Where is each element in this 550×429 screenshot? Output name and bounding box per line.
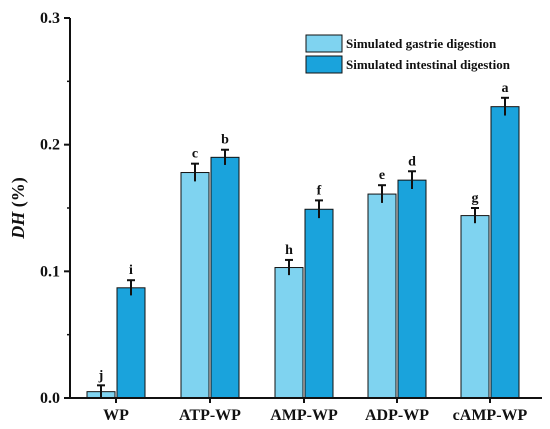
bar-intestinal-amp-wp (304, 208, 334, 399)
y-tick-label: 0.2 (40, 137, 60, 154)
significance-label: c (192, 147, 198, 162)
x-category-label: ATP-WP (179, 407, 241, 424)
x-category-label: AMP-WP (270, 407, 338, 424)
bar-intestinal-adp-wp (397, 179, 427, 399)
y-axis-title: DH (%) (8, 177, 29, 240)
significance-label: f (317, 183, 322, 198)
legend-label-intestinal: Simulated intestinal digestion (346, 57, 511, 72)
significance-label: a (502, 81, 509, 96)
legend-swatch-intestinal (305, 55, 343, 74)
y-axis-title-italic: DH (8, 211, 28, 240)
legend: Simulated gastrie digestion Simulated in… (305, 34, 511, 74)
x-category-label: cAMP-WP (453, 407, 528, 424)
significance-label: h (285, 243, 293, 258)
y-tick-label: 0.1 (40, 263, 60, 280)
significance-label: b (221, 133, 229, 148)
legend-swatch-gastric (305, 34, 343, 53)
x-category-label: WP (103, 407, 129, 424)
bar-intestinal-camp-wp (490, 106, 520, 399)
bar-gastric-atp-wp (180, 172, 210, 399)
bar-intestinal-wp (116, 287, 146, 399)
bar-gastric-adp-wp (367, 193, 397, 399)
significance-label: i (129, 263, 133, 278)
y-tick-label: 0.3 (40, 10, 60, 27)
significance-labels-layer: j c h e g i b f d a (98, 81, 509, 384)
y-ticks-layer: 0.0 0.1 0.2 0.3 (40, 10, 70, 407)
x-category-label: ADP-WP (365, 407, 429, 424)
y-tick-label: 0.0 (40, 390, 60, 407)
y-axis-title-unit: (%) (8, 177, 29, 212)
bars-layer (86, 106, 520, 399)
bar-intestinal-atp-wp (210, 156, 240, 399)
error-bars-layer (97, 96, 509, 398)
bar-gastric-amp-wp (274, 267, 304, 399)
significance-label: g (472, 191, 479, 206)
x-labels-layer: WP ATP-WP AMP-WP ADP-WP cAMP-WP (103, 398, 528, 424)
bar-gastric-camp-wp (460, 215, 490, 399)
significance-label: j (98, 368, 104, 383)
significance-label: e (379, 168, 385, 183)
legend-label-gastric: Simulated gastrie digestion (346, 36, 497, 51)
significance-label: d (408, 154, 416, 169)
